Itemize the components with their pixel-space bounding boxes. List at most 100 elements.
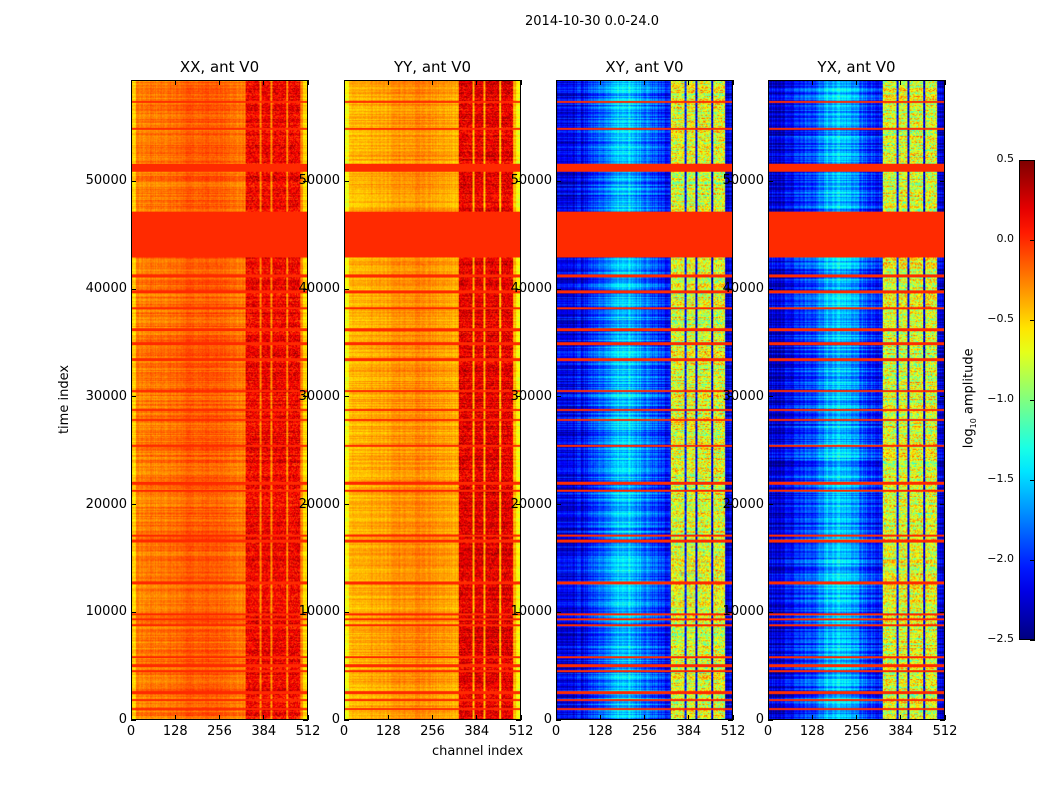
x-tick [732, 80, 734, 85]
x-tick [599, 715, 601, 720]
y-tick [516, 611, 521, 613]
x-tick-label: 0 [339, 724, 349, 739]
y-tick [556, 180, 561, 182]
y-tick-label: 30000 [722, 388, 764, 404]
y-tick [303, 288, 308, 290]
x-tick [644, 715, 645, 720]
y-tick-label: 20000 [85, 496, 127, 512]
x-tick [944, 80, 946, 85]
y-tick-label: 0 [755, 712, 764, 727]
colorbar-tick-label: −2.5 [987, 632, 1014, 645]
y-tick [516, 288, 521, 290]
x-tick [476, 80, 478, 85]
x-tick-label: 384 [888, 724, 914, 739]
y-tick [303, 504, 308, 505]
x-tick [811, 80, 813, 85]
x-tick [599, 80, 601, 85]
y-tick [344, 288, 349, 290]
y-tick-label: 10000 [722, 604, 764, 620]
y-tick-label: 40000 [298, 281, 340, 297]
y-tick [768, 611, 773, 613]
y-tick-label: 30000 [510, 388, 552, 404]
x-tick-label: 384 [464, 724, 490, 739]
heatmap-image [345, 81, 520, 719]
x-tick [476, 715, 478, 720]
y-tick-label: 40000 [510, 281, 552, 297]
y-tick [728, 504, 733, 505]
x-tick [387, 715, 389, 720]
y-tick-label: 0 [118, 712, 127, 727]
y-tick-label: 10000 [85, 604, 127, 620]
x-tick [767, 80, 769, 85]
x-tick [732, 715, 734, 720]
y-tick [516, 396, 521, 398]
x-tick [174, 80, 176, 85]
x-tick [432, 80, 433, 85]
x-tick-label: 256 [632, 724, 657, 739]
heatmap-panel [768, 80, 945, 720]
x-tick [767, 715, 769, 720]
colorbar-tick-label: 0.5 [996, 152, 1015, 165]
y-tick [516, 180, 521, 182]
x-tick-label: 128 [162, 724, 188, 739]
x-tick-label: 512 [508, 724, 534, 739]
heatmap-panel [344, 80, 521, 720]
y-tick [556, 288, 561, 290]
colorbar-tick [1030, 239, 1035, 241]
x-tick [432, 715, 433, 720]
x-tick [343, 715, 345, 720]
y-tick-label: 40000 [85, 281, 127, 297]
y-tick [728, 396, 733, 398]
y-tick [556, 504, 561, 505]
y-tick-label: 0 [331, 712, 340, 727]
x-tick [343, 80, 345, 85]
y-tick [728, 288, 733, 290]
x-tick [307, 80, 309, 85]
suptitle: 2014-10-30 0.0-24.0 [525, 14, 659, 29]
colorbar-tick-label: −1.0 [987, 392, 1014, 405]
x-tick [130, 715, 132, 720]
y-tick [940, 180, 945, 182]
y-tick [768, 504, 773, 505]
x-tick-label: 512 [295, 724, 321, 739]
colorbar-tick [1030, 559, 1035, 561]
x-tick [900, 80, 902, 85]
y-tick-label: 50000 [85, 173, 127, 189]
heatmap-panel [131, 80, 308, 720]
x-tick [811, 715, 813, 720]
heatmap-panel [556, 80, 733, 720]
x-tick [307, 715, 309, 720]
x-tick [688, 80, 690, 85]
y-tick-label: 20000 [298, 496, 340, 512]
x-tick [263, 80, 265, 85]
x-tick [644, 80, 645, 85]
x-tick [263, 715, 265, 720]
x-tick-label: 512 [720, 724, 746, 739]
colorbar-tick [1030, 159, 1035, 161]
panel-title: XX, ant V0 [179, 58, 260, 76]
x-tick-label: 256 [844, 724, 869, 739]
y-tick [344, 504, 349, 505]
y-tick-label: 30000 [298, 388, 340, 404]
x-tick-label: 512 [932, 724, 958, 739]
panel-title: YY, ant V0 [393, 58, 471, 76]
colorbar-tick [1030, 479, 1035, 481]
colorbar-tick [1030, 639, 1035, 641]
y-tick [768, 719, 773, 721]
y-tick [940, 719, 945, 721]
y-tick [940, 504, 945, 505]
x-tick-label: 0 [551, 724, 561, 739]
x-tick [130, 80, 132, 85]
heatmap-image [769, 81, 944, 719]
y-tick [303, 180, 308, 182]
y-tick [556, 611, 561, 613]
x-tick-label: 128 [799, 724, 825, 739]
x-tick [219, 80, 220, 85]
x-tick-label: 256 [420, 724, 445, 739]
y-tick [131, 719, 136, 721]
x-tick-label: 0 [763, 724, 773, 739]
y-tick [131, 504, 136, 505]
x-tick [219, 715, 220, 720]
colorbar-tick-label: −0.5 [987, 312, 1014, 325]
y-tick-label: 40000 [722, 281, 764, 297]
